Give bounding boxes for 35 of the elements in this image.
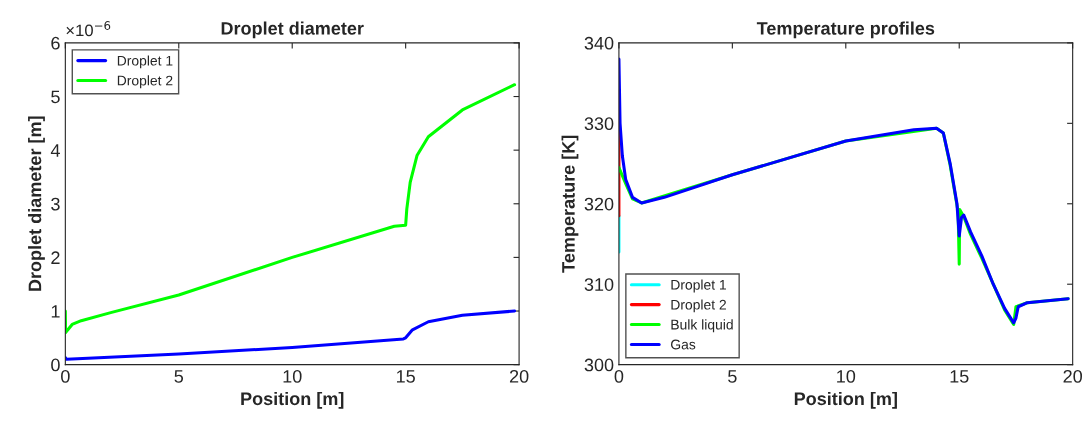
x-tick-label: 5 [174,370,184,383]
y-tick-label: 4 [50,144,60,157]
text: ×10$^{−6}$ [66,21,111,37]
y-tick-label: 300 [584,358,614,372]
y-tick-label: 340 [584,36,614,50]
legend-label: Droplet 2 [671,299,726,313]
chart-title: Droplet diameter [221,21,364,39]
x-tick-label: 20 [509,369,529,383]
x-tick-label: 15 [950,370,969,383]
x-tick-label: 0 [61,369,70,383]
y-tick-label: 3 [51,197,60,211]
y-tick-label: 1 [51,305,60,318]
x-tick-label: 20 [1063,369,1082,383]
y-axis-title: Temperature [K] [561,135,579,273]
legend-label: Droplet 2 [117,75,173,89]
y-tick-label: 6 [51,36,60,50]
y-tick-label: 310 [584,278,614,291]
y-tick-label: 5 [51,90,60,104]
y-tick-label: 330 [584,117,614,131]
x-tick-label: 10 [837,369,856,383]
x-axis-title: Position [m] [241,391,344,409]
legend-label: Gas [671,339,696,350]
x-tick-label: 10 [283,369,302,383]
x-tick-label: 5 [728,370,737,383]
y-tick-label: 0 [51,358,60,372]
x-axis-title: Position [m] [794,391,897,409]
legend-label: Droplet 1 [671,279,726,293]
legend-label: Droplet 1 [117,55,173,69]
y-axis-title: Droplet diameter [m] [28,116,45,291]
x-tick-label: 15 [396,370,415,383]
y-tick-label: 320 [584,197,614,211]
legend-label: Bulk liquid [671,319,733,333]
y-tick-label: 2 [51,251,60,264]
x-tick-label: 0 [614,369,624,383]
chart-title: Temperature profiles [756,21,935,39]
